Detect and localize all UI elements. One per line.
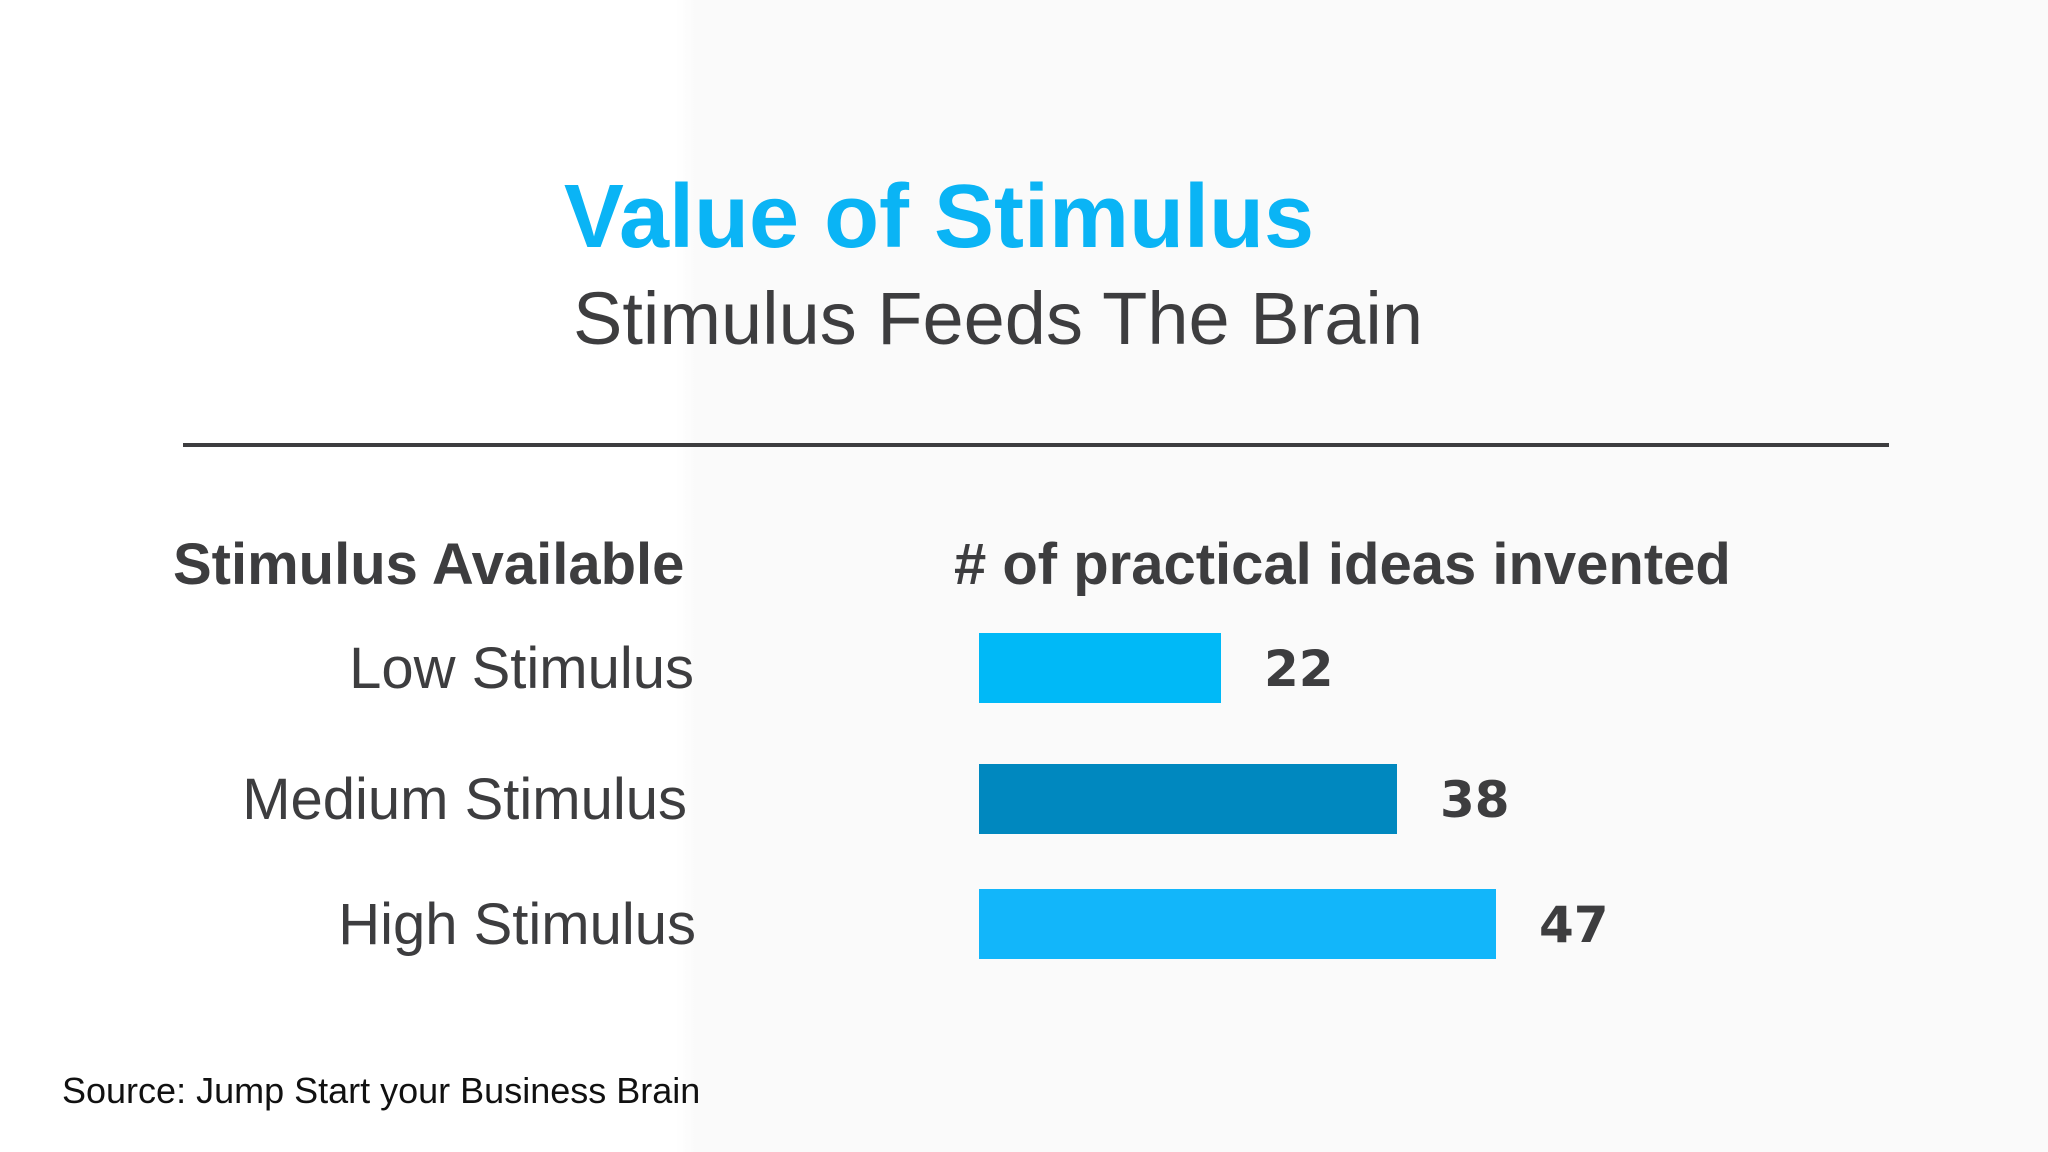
bars-layer: Low Stimulus 22 Medium Stimulus 38 High Stim… (242, 633, 1609, 959)
value-label: 22 (1264, 640, 1334, 698)
value-column-header: # of practical ideas invented (954, 532, 1731, 597)
slide-subtitle: Stimulus Feeds The Brain (0, 282, 2048, 356)
bar-low-stimulus (979, 633, 1221, 703)
category-label: Medium Stimulus (242, 767, 687, 832)
slide-title-text: Value of Stimulus (563, 167, 1315, 267)
bar-high-stimulus (979, 889, 1496, 959)
category-label: High Stimulus (338, 892, 696, 957)
slide-subtitle-text: Stimulus Feeds The Brain (572, 277, 1424, 360)
title-divider (183, 443, 1889, 447)
value-label: 38 (1440, 771, 1510, 829)
value-label: 47 (1539, 896, 1609, 954)
bar-medium-stimulus (979, 764, 1397, 834)
source-note: Source: Jump Start your Business Brain (62, 1070, 701, 1111)
slide-title: Value of Stimulus (0, 172, 2048, 262)
category-label: Low Stimulus (349, 636, 694, 701)
category-column-header: Stimulus Available (173, 532, 685, 597)
